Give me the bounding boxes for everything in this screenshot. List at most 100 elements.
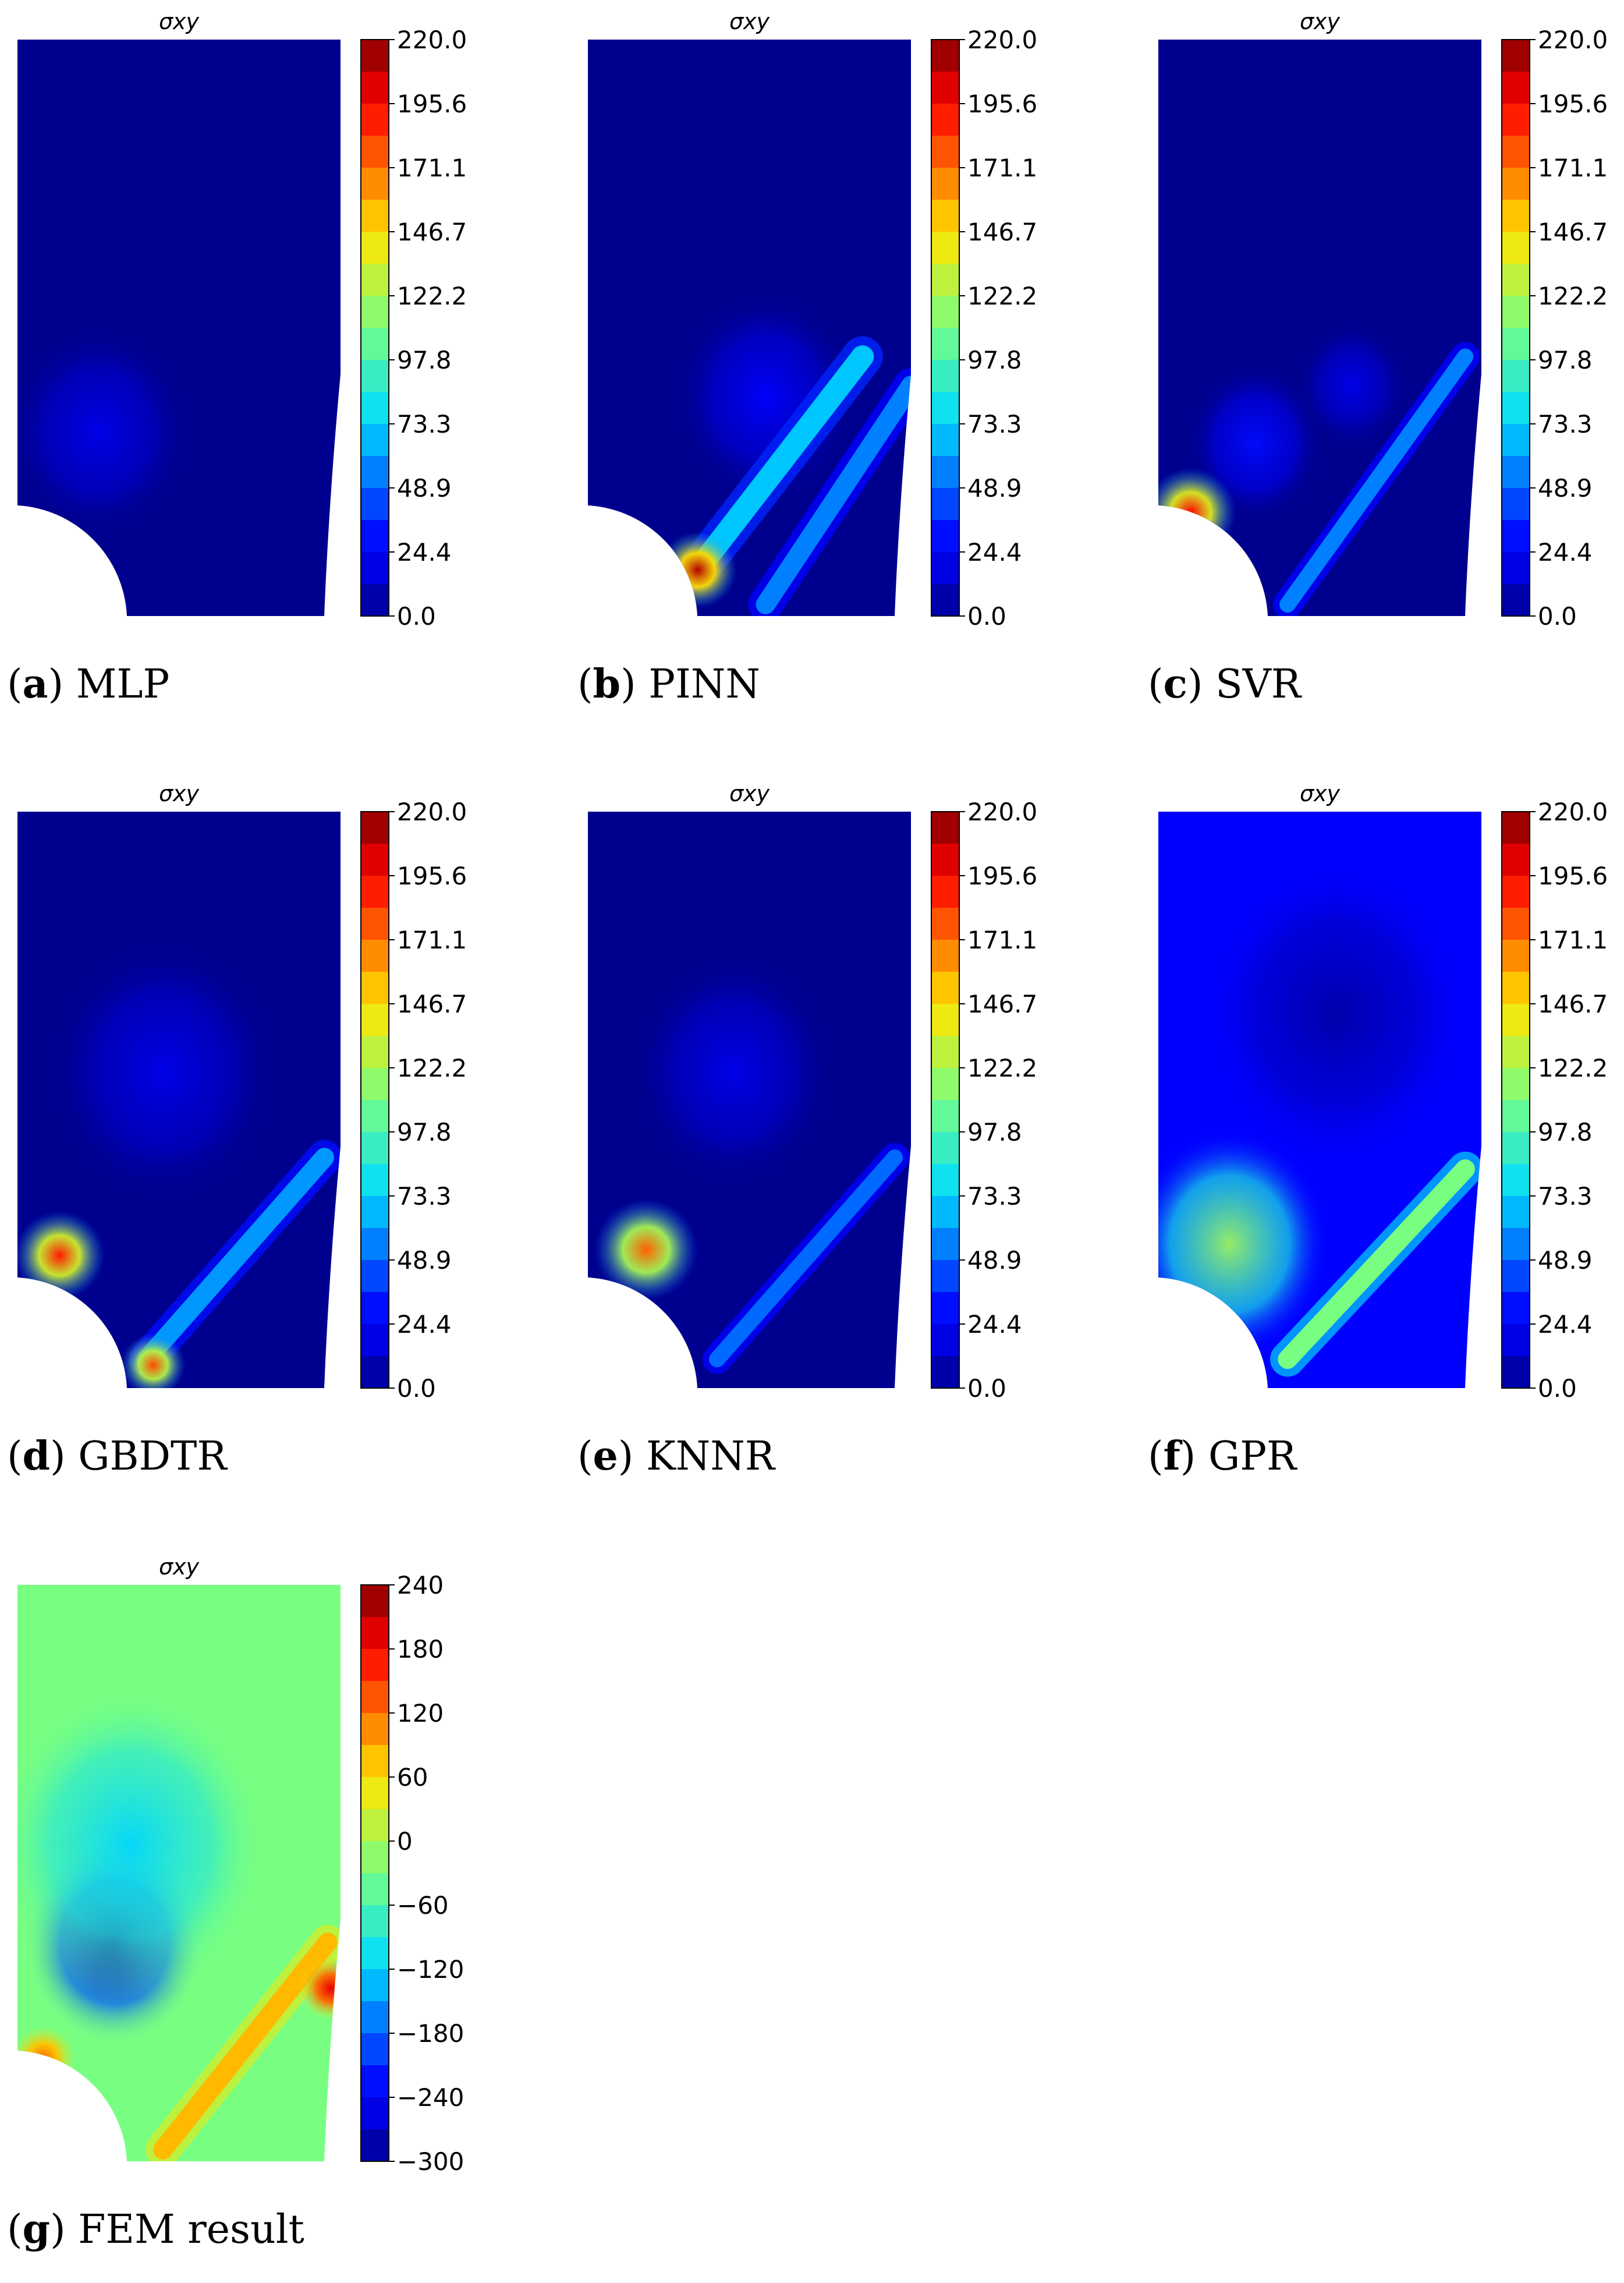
colorbar-tick-label: −180	[397, 2019, 464, 2048]
colorbar-tick-label: 24.4	[967, 1310, 1022, 1339]
colorbar-segment	[361, 488, 389, 521]
colorbar-segment	[931, 1324, 959, 1357]
colorbar-segment	[361, 876, 389, 908]
colorbar-tick-label: 195.6	[1538, 862, 1608, 890]
colorbar-segment	[361, 1937, 389, 1970]
colorbar-segment	[361, 1585, 389, 1617]
panel-g: σxy 240 180 120 60 0 −60 −120 −180 −240 −300 (g) FE…	[7, 1554, 464, 2253]
caption-text: MLP	[76, 661, 170, 707]
colorbar-segment	[361, 1681, 389, 1714]
field-hotspot	[17, 1211, 105, 1300]
colorbar-tick-label: 220.0	[967, 798, 1037, 826]
colorbar-segment	[1502, 1324, 1530, 1357]
colorbar-segment	[931, 392, 959, 424]
colorbar-segment	[361, 1649, 389, 1682]
colorbar-segment	[931, 1132, 959, 1164]
colorbar-segment	[361, 456, 389, 489]
panel-b: σxy 220.0 195.6 171.1 146.7 122.2 97.8 73.3 48.9…	[577, 9, 1037, 707]
field-blob	[17, 328, 189, 536]
colorbar-segment	[1502, 104, 1530, 136]
colorbar: 220.0 195.6 171.1 146.7 122.2 97.8 73.3 48.9 24.…	[360, 26, 467, 631]
colorbar-tick-label: 73.3	[397, 410, 452, 438]
colorbar: 220.0 195.6 171.1 146.7 122.2 97.8 73.3 48.9 24.…	[931, 26, 1037, 631]
colorbar-tick-label: 122.2	[397, 282, 467, 310]
colorbar-segment	[361, 1228, 389, 1261]
colorbar-segment	[1502, 1356, 1530, 1389]
field-band	[1278, 1159, 1475, 1369]
panel-caption: (a) MLP	[7, 661, 169, 707]
field-band	[1279, 348, 1474, 613]
colorbar: 220.0 195.6 171.1 146.7 122.2 97.8 73.3 48.9 24.…	[1501, 26, 1608, 631]
colorbar-tick-label: 0	[397, 1827, 413, 1856]
colorbar-tick-label: −300	[397, 2147, 464, 2176]
colorbar-tick-label: 122.2	[967, 1054, 1037, 1082]
colorbar-segment	[1502, 972, 1530, 1004]
caption-text: FEM result	[78, 2207, 304, 2253]
colorbar-tick-label: 146.7	[397, 218, 467, 246]
colorbar-segment	[361, 1260, 389, 1293]
colorbar-segment	[931, 168, 959, 200]
colorbar-segment	[1502, 488, 1530, 521]
field-band	[137, 1148, 334, 1369]
colorbar-segment	[1502, 1196, 1530, 1229]
colorbar-segment	[361, 1164, 389, 1197]
colorbar-segment	[1502, 360, 1530, 392]
colorbar-segment	[931, 844, 959, 876]
caption-letter: c	[1164, 661, 1187, 707]
field-blob	[17, 1689, 267, 2000]
colorbar-tick-label: 24.4	[1538, 538, 1593, 567]
colorbar-tick-label: 146.7	[967, 990, 1037, 1018]
colorbar-segment	[361, 812, 389, 844]
caption-letter: a	[23, 661, 48, 707]
colorbar-tick-label: 97.8	[1538, 346, 1593, 374]
colorbar-tick-label: 171.1	[397, 926, 467, 954]
colorbar-tick-label: 97.8	[397, 1118, 452, 1146]
colorbar-frame	[360, 1584, 389, 2162]
colorbar-segment	[361, 328, 389, 360]
colorbar-tick-label: 195.6	[967, 862, 1037, 890]
field-blob	[49, 941, 276, 1201]
colorbar-tick-label: 24.4	[967, 538, 1022, 567]
colorbar-segment	[931, 520, 959, 553]
colorbar-segment	[1502, 136, 1530, 168]
stress-field	[588, 40, 911, 616]
colorbar-segment	[931, 1196, 959, 1229]
colorbar-segment	[931, 1068, 959, 1100]
panels: σxy 220.0 195.6 171.1 146.7 122.2 97.8 73.3 48.9…	[7, 9, 1608, 2253]
colorbar-segment	[1502, 168, 1530, 200]
stress-field	[17, 812, 341, 1388]
colorbar-segment	[931, 1228, 959, 1261]
colorbar-tick-label: 48.9	[1538, 1246, 1593, 1275]
colorbar-segment	[1502, 520, 1530, 553]
colorbar-tick-label: 171.1	[1538, 926, 1608, 954]
colorbar-tick-label: 0.0	[397, 1374, 436, 1403]
colorbar-segment	[931, 552, 959, 585]
colorbar-tick-label: 97.8	[397, 346, 452, 374]
field-band	[709, 1149, 903, 1368]
colorbar-frame	[1501, 39, 1530, 617]
stress-field	[17, 1585, 341, 2161]
colorbar-tick-label: 171.1	[397, 154, 467, 182]
colorbar-tick-label: 24.4	[1538, 1310, 1593, 1339]
panel-title: σxy	[729, 9, 770, 34]
colorbar-segment	[1502, 392, 1530, 424]
panel-caption: (d) GBDTR	[7, 1433, 228, 1479]
colorbar-segment	[361, 1777, 389, 1810]
colorbar-tick-label: 120	[397, 1699, 444, 1728]
colorbar-tick-label: 180	[397, 1635, 444, 1663]
field-band	[153, 1932, 338, 2160]
colorbar: 220.0 195.6 171.1 146.7 122.2 97.8 73.3 48.9 24.…	[1501, 798, 1608, 1403]
colorbar-segment	[1502, 876, 1530, 908]
colorbar-segment	[1502, 1068, 1530, 1100]
colorbar-tick-label: 146.7	[1538, 990, 1608, 1018]
field-hotspot	[17, 2026, 76, 2090]
colorbar-segment	[361, 1132, 389, 1164]
colorbar-segment	[361, 2065, 389, 2098]
colorbar-segment	[931, 972, 959, 1004]
colorbar-tick-label: 0.0	[967, 602, 1006, 631]
colorbar-tick-label: 220.0	[1538, 798, 1608, 826]
colorbar-tick-label: 146.7	[397, 990, 467, 1018]
colorbar-segment	[361, 1196, 389, 1229]
colorbar-tick-label: 171.1	[1538, 154, 1608, 182]
colorbar-tick-label: 240	[397, 1571, 444, 1599]
